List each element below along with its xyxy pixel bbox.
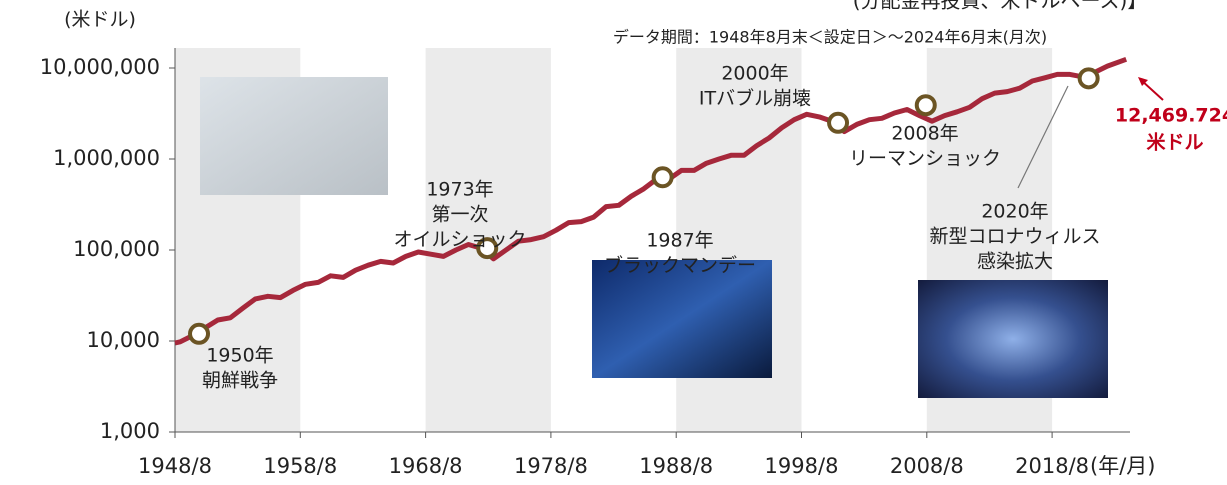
photo-virus — [918, 280, 1108, 398]
y-tick-label: 10,000 — [87, 328, 160, 352]
event-marker — [476, 237, 499, 260]
x-tick-label: 1988/8 — [639, 454, 713, 478]
photo-stock-market — [592, 260, 772, 378]
end-label: 12,469.724 — [1115, 105, 1227, 127]
event-label: 2020年 — [981, 201, 1048, 223]
y-axis-label: (米ドル) — [64, 9, 136, 31]
x-tick-label: 1958/8 — [263, 454, 337, 478]
event-label: 1987年 — [646, 230, 713, 252]
event-marker — [827, 111, 850, 134]
event-label: ブラックマンデー — [604, 254, 756, 277]
event-marker — [1077, 67, 1100, 90]
end-label-unit: 米ドル — [1146, 131, 1203, 154]
subtitle: データ期間：1948年8月末＜設定日＞～2024年6月末(月次) — [613, 28, 1047, 47]
event-label: オイルショック — [393, 229, 526, 251]
y-tick-label: 10,000,000 — [40, 55, 160, 79]
event-label: 新型コロナウィルス — [929, 226, 1100, 248]
event-label: 2000年 — [721, 63, 788, 85]
event-marker — [914, 94, 937, 117]
photo-toilet-paper — [200, 77, 388, 195]
x-axis-label: (年/月) — [1090, 454, 1155, 478]
event-marker — [188, 322, 211, 345]
x-tick-label: 1948/8 — [138, 454, 212, 478]
x-tick-label: 2008/8 — [890, 454, 964, 478]
event-label: 1973年 — [426, 179, 493, 201]
x-tick-label: 1978/8 — [514, 454, 588, 478]
y-tick-label: 1,000 — [100, 419, 160, 443]
event-marker — [651, 166, 674, 189]
event-label: 感染拡大 — [977, 251, 1053, 273]
x-tick-label: 1998/8 — [765, 454, 839, 478]
event-label: 朝鮮戦争 — [202, 370, 278, 392]
event-label: 2008年 — [891, 123, 958, 145]
data-line — [174, 56, 1128, 346]
event-label: リーマンショック — [849, 148, 1001, 170]
pointer-line — [1017, 85, 1069, 189]
event-label: 第一次 — [431, 204, 488, 226]
y-tick-label: 1,000,000 — [53, 146, 160, 170]
end-arrow-head — [1138, 77, 1148, 86]
chart-title: (分配金再投資、米ドルベース)】 — [853, 0, 1148, 13]
y-tick-label: 100,000 — [73, 237, 160, 261]
x-tick-label: 2018/8 — [1015, 454, 1089, 478]
event-label: ITバブル崩壊 — [699, 87, 811, 110]
event-label: 1950年 — [206, 345, 273, 367]
x-tick-label: 1968/8 — [389, 454, 463, 478]
